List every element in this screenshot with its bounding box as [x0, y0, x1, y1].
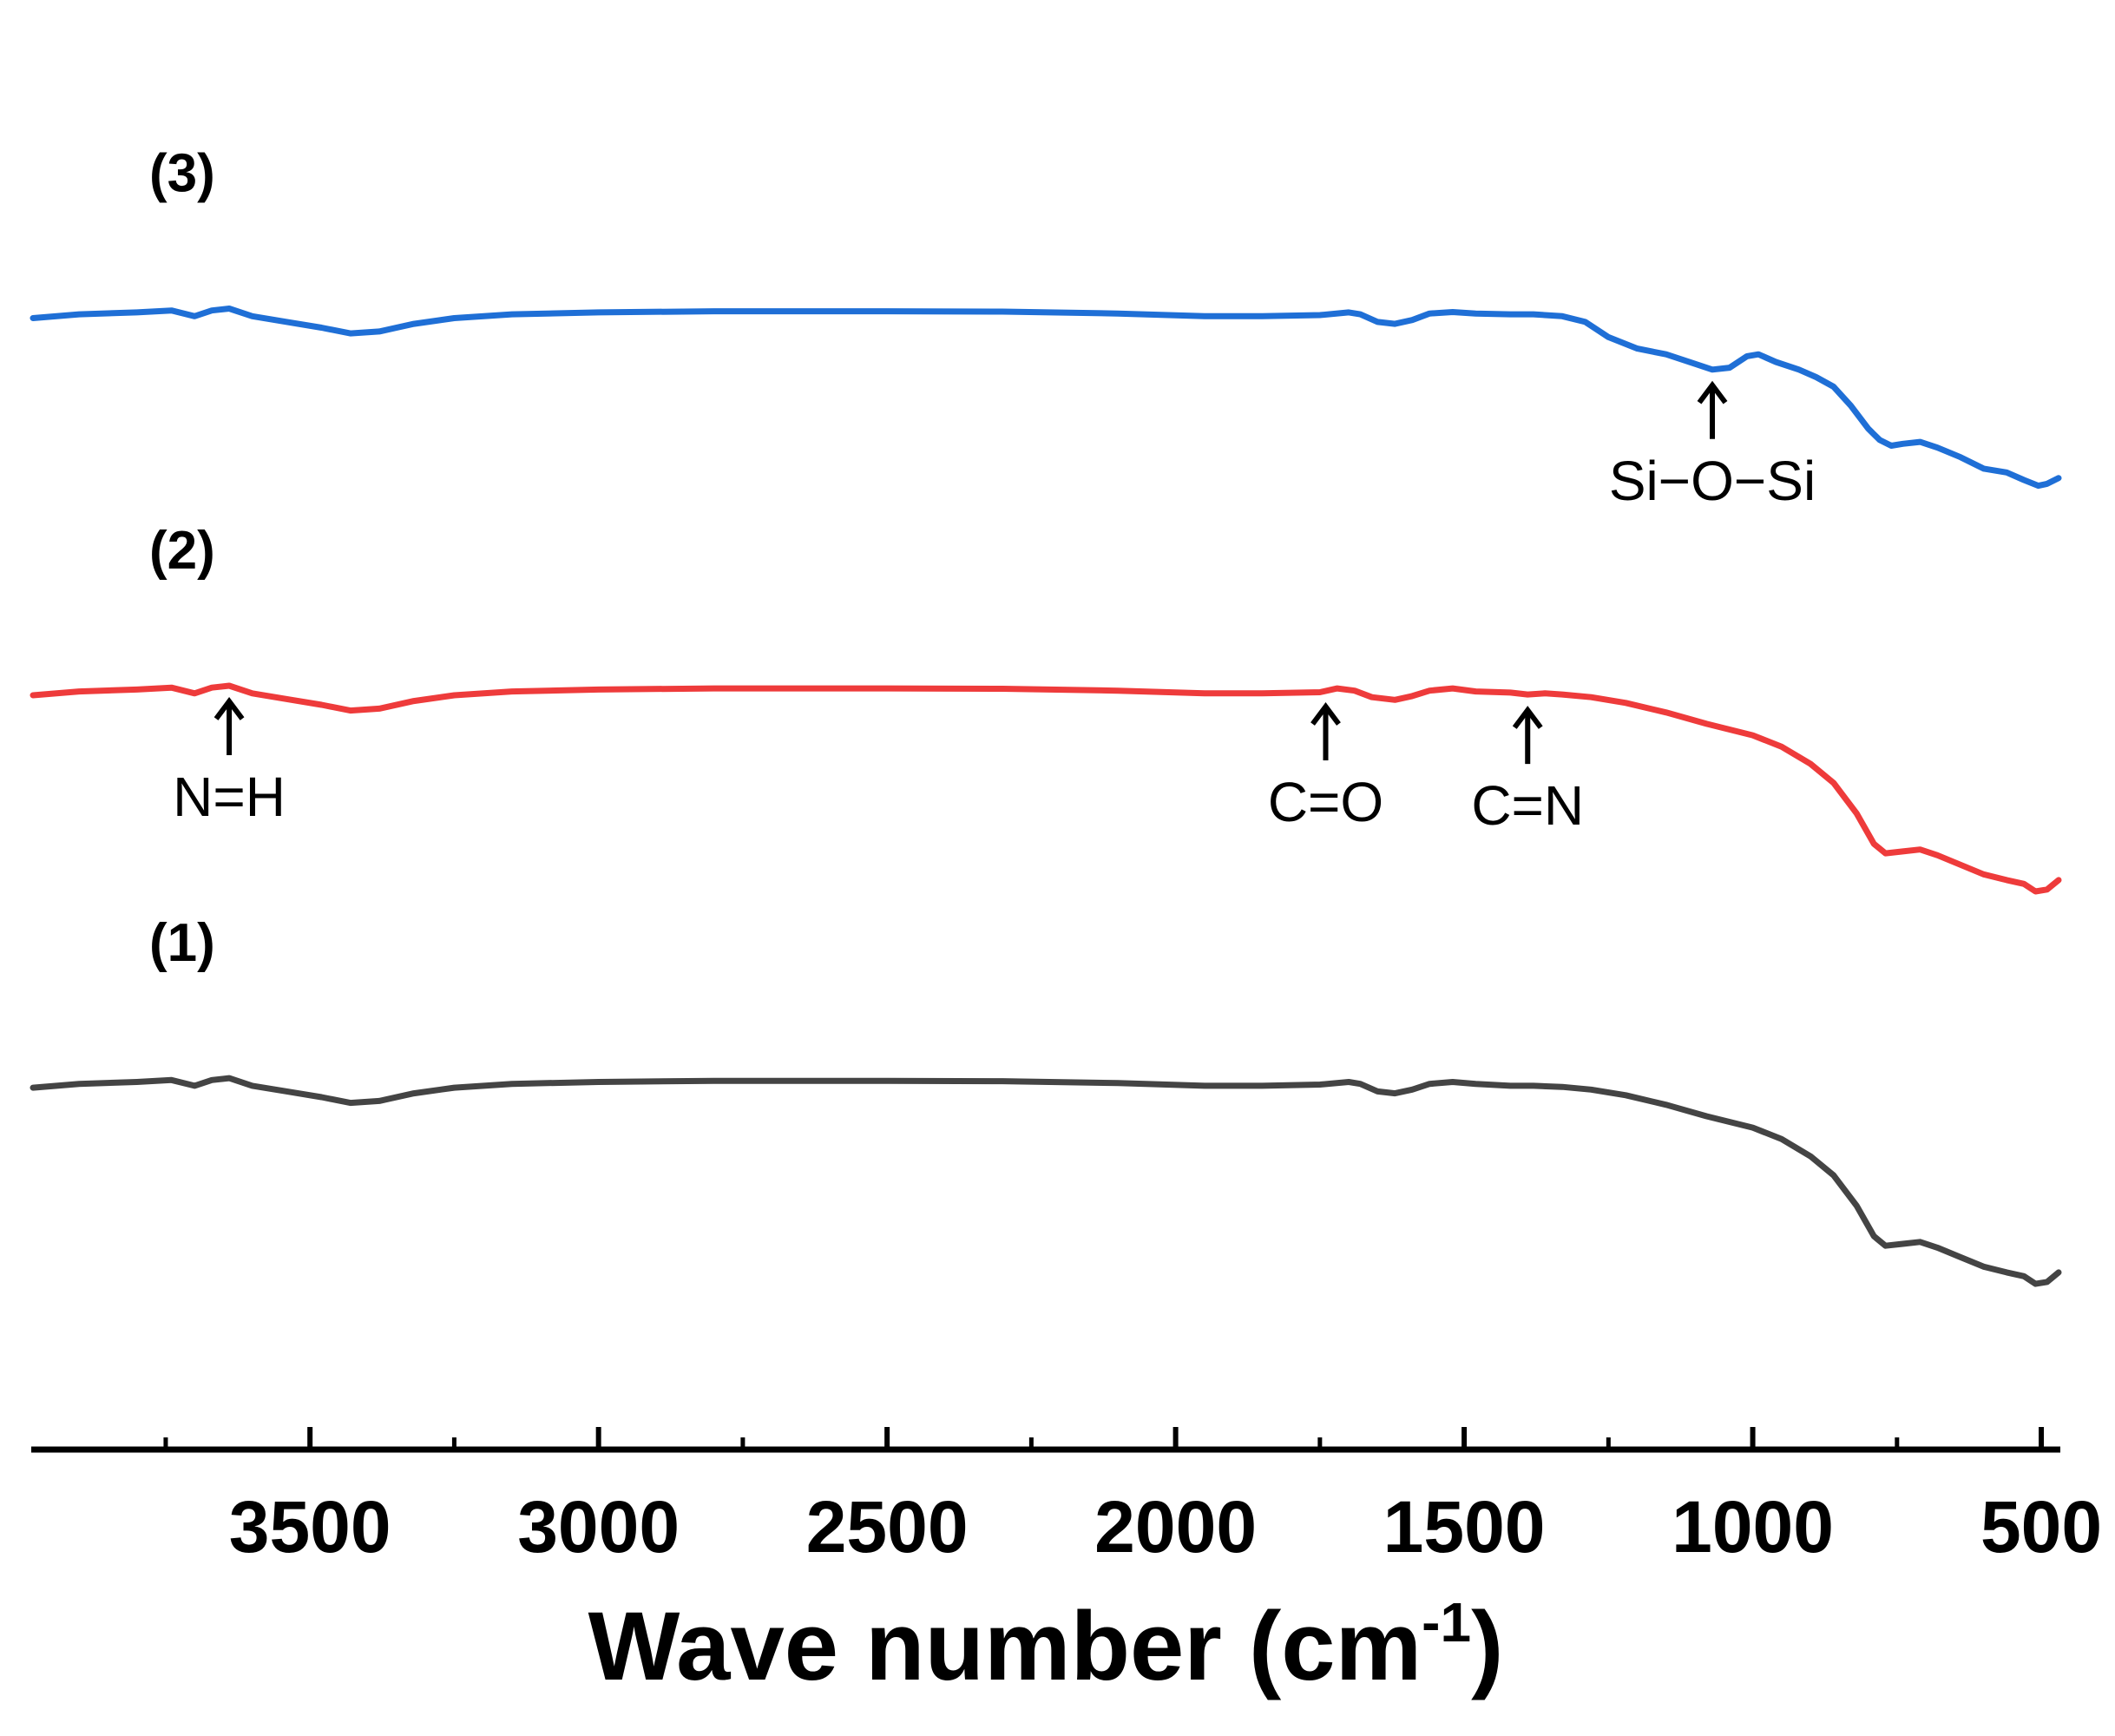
x-tick-label-2000: 2000: [1094, 1486, 1257, 1568]
series-tag-1: (1): [149, 913, 215, 973]
x-tick-label-1000: 1000: [1672, 1486, 1834, 1568]
annotation-label-2: C=O: [1268, 771, 1383, 833]
x-tick-label-1500: 1500: [1383, 1486, 1546, 1568]
series-line-1: [30, 1075, 2062, 1287]
annotation-label-3: C=N: [1471, 774, 1584, 837]
series-line-3: [30, 306, 2062, 490]
series-layer: [30, 306, 2062, 1287]
x-tick-marks: [163, 1427, 2045, 1450]
x-tick-label-500: 500: [1980, 1486, 2102, 1568]
x-axis-title: Wave number (cm-1): [588, 1591, 1504, 1700]
annotation-arrow-head-3: [1512, 706, 1543, 729]
annotation-label-4: Si−O−Si: [1609, 450, 1816, 512]
x-axis-title-main: Wave number (cm: [588, 1592, 1422, 1700]
annotation-arrow-head-4: [1697, 380, 1728, 404]
series-tag-layer: (1) (2) (3): [149, 144, 215, 974]
x-axis-title-close: ): [1471, 1592, 1503, 1700]
x-tick-label-3500: 3500: [229, 1486, 391, 1568]
series-line-2: [30, 682, 2062, 895]
series-tag-3: (3): [149, 144, 215, 204]
series-tag-2: (2): [149, 521, 215, 581]
x-tick-label-2500: 2500: [806, 1486, 969, 1568]
x-tick-labels: 3500 3000 2500 2000 1500 1000 500: [229, 1486, 2102, 1568]
x-axis-title-superscript: -1: [1422, 1591, 1471, 1654]
annotation-arrow-head-1: [213, 697, 245, 720]
x-tick-label-3000: 3000: [517, 1486, 680, 1568]
annotation-layer: N=H C=O C=N Si−O−Si: [173, 380, 1816, 837]
annotation-label-1: N=H: [173, 766, 286, 828]
annotation-arrow-head-2: [1310, 702, 1341, 726]
